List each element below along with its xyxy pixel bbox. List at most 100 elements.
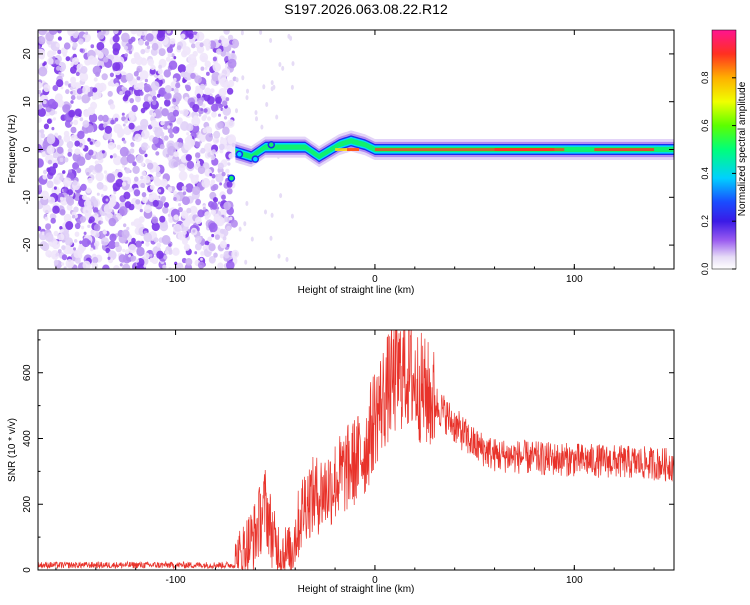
noise-blob [259,30,263,35]
noise-blob [83,231,87,235]
noise-blob [270,212,274,218]
noise-blob [112,34,120,43]
noise-blob [118,206,128,216]
noise-blob [95,151,104,161]
noise-blob [178,170,188,181]
snr-ytick-label: 400 [22,430,33,447]
noise-blob [151,112,156,118]
noise-blob [43,84,51,93]
spectrogram-ytick-label: 20 [22,48,33,60]
noise-blob [269,235,273,241]
noise-blob [80,183,87,191]
noise-blob [204,142,213,153]
noise-blob [172,247,180,256]
noise-blob [40,133,46,139]
noise-blob [148,194,155,202]
snr-ytick-label: 200 [22,495,33,512]
noise-blob [73,247,76,251]
noise-blob [42,174,48,180]
noise-blob [141,142,149,151]
noise-blob [290,213,294,219]
colorbar-tick-label: 0.8 [700,72,710,85]
noise-blob [140,107,146,114]
noise-blob [123,45,129,51]
colorbar-tick-label: 0.2 [700,215,710,228]
noise-blob [130,57,137,65]
noise-blob [93,77,98,82]
noise-blob [59,226,63,230]
noise-blob [149,257,154,263]
noise-blob [175,262,184,269]
noise-blob [63,42,71,50]
noise-blob [147,58,155,66]
noise-blob [222,106,231,116]
noise-blob [74,239,78,243]
noise-blob [38,36,46,45]
noise-blob [136,76,141,81]
noise-blob [178,207,183,213]
noise-blob [109,233,117,242]
noise-blob [164,85,172,93]
noise-blob [152,199,159,207]
noise-blob [196,93,201,99]
noise-blob [121,112,125,116]
noise-blob [81,225,85,230]
noise-blob [243,221,247,227]
noise-blob [72,162,80,170]
noise-blob [70,100,74,104]
noise-blob [153,165,161,173]
noise-blob [76,167,82,174]
noise-blob [204,87,212,96]
noise-blob [172,98,177,103]
noise-blob [82,194,87,201]
noise-blob [227,58,237,69]
noise-blob [205,46,210,51]
noise-blob [95,171,104,182]
noise-blob [129,148,135,154]
noise-blob [185,154,192,162]
noise-blob [204,240,210,246]
noise-blob [59,209,66,216]
spectrogram-ytick-label: -20 [22,237,33,252]
noise-blob [136,30,143,37]
noise-blob [96,192,100,196]
noise-blob [141,129,150,140]
noise-blob [183,141,192,151]
noise-blob [204,66,208,70]
noise-blob [38,51,46,60]
noise-blob [272,84,276,90]
noise-blob [145,33,154,42]
noise-blob [153,237,159,243]
noise-blob [55,42,60,48]
noise-blob [153,108,163,119]
noise-blob [69,86,74,91]
noise-blob [164,99,171,107]
noise-blob [172,126,180,134]
spectrogram-ylabel: Frequency (Hz) [7,115,18,184]
noise-blob [275,114,279,120]
noise-blob [63,157,69,163]
noise-blob [105,198,109,202]
noise-blob [122,248,126,253]
noise-blob [38,143,43,153]
noise-blob [57,249,62,254]
signal-blob [267,140,276,149]
noise-blob [202,128,208,134]
noise-blob [215,173,224,183]
noise-blob [128,50,133,55]
noise-blob [109,72,114,78]
noise-blob [44,232,54,242]
noise-blob [141,192,147,198]
noise-blob [135,258,139,263]
noise-blob [109,103,116,110]
noise-blob [149,184,155,190]
noise-blob [133,218,142,228]
noise-blob [57,135,62,140]
noise-blob [41,151,47,157]
noise-blob [166,30,171,34]
noise-blob [97,31,105,40]
noise-blob [192,104,200,113]
noise-blob [150,81,160,91]
noise-blob [188,33,194,40]
